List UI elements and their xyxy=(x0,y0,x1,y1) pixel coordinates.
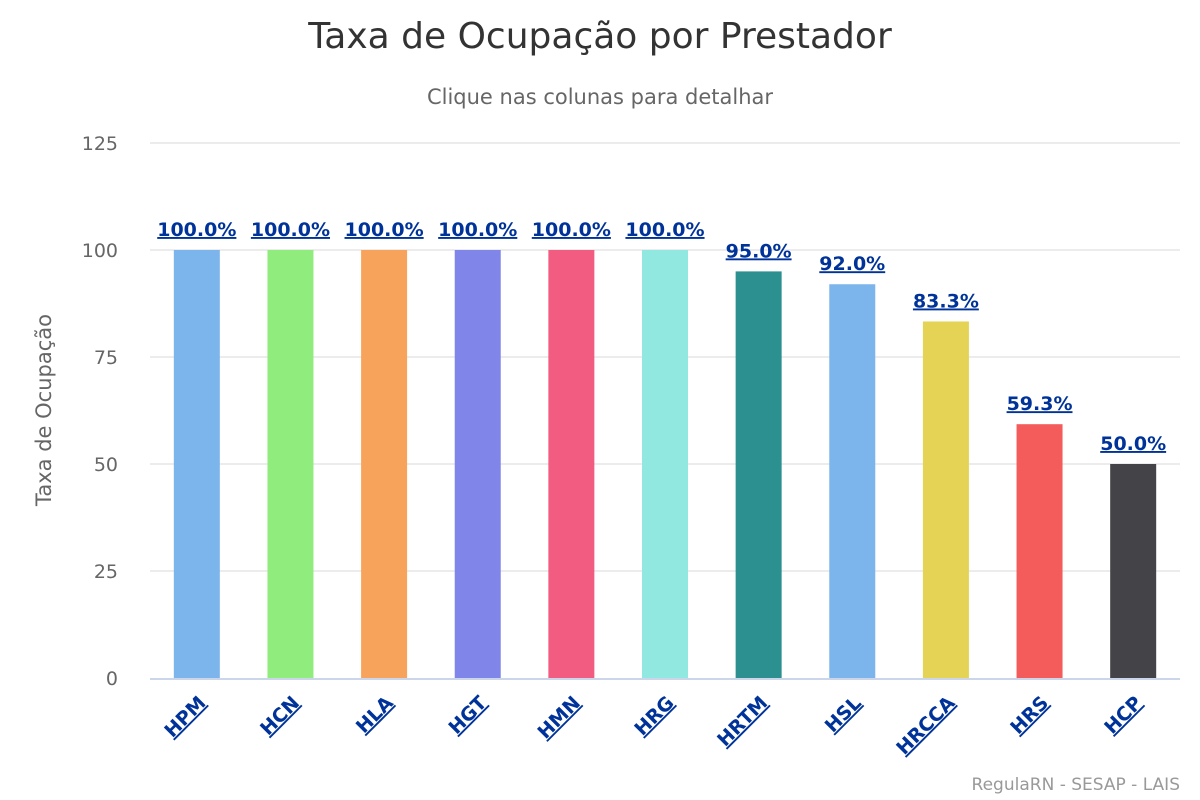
x-tick-label[interactable]: HPM xyxy=(160,692,210,742)
y-tick-label: 75 xyxy=(94,347,118,369)
chart-title: Taxa de Ocupação por Prestador xyxy=(307,16,892,57)
y-tick-label: 50 xyxy=(94,454,118,476)
x-tick-label[interactable]: HSL xyxy=(821,692,866,737)
bar-hmn[interactable] xyxy=(548,250,595,678)
chart-subtitle: Clique nas colunas para detalhar xyxy=(427,85,773,109)
bar-hpm[interactable] xyxy=(173,250,220,678)
bar-hcp[interactable] xyxy=(1110,464,1157,678)
data-label[interactable]: 100.0% xyxy=(625,219,704,241)
bar-hrtm[interactable] xyxy=(735,271,782,678)
x-tick-label[interactable]: HLA xyxy=(352,692,398,738)
x-tick-label[interactable]: HRCCA xyxy=(892,692,959,759)
y-axis-title: Taxa de Ocupação xyxy=(32,314,56,507)
y-tick-label: 100 xyxy=(82,240,118,262)
x-tick-label[interactable]: HCP xyxy=(1100,692,1147,739)
x-tick-label[interactable]: HRS xyxy=(1006,692,1053,739)
data-label[interactable]: 100.0% xyxy=(532,219,611,241)
x-axis-ticks: HPM HCN HLA HGT HMN HRG HRTM HSL HRCCA HRS HCP xyxy=(160,692,1146,759)
y-tick-label: 0 xyxy=(106,668,118,690)
credits[interactable]: RegulaRN - SESAP - LAIS xyxy=(972,775,1180,795)
bar-hcn[interactable] xyxy=(267,250,314,678)
data-label[interactable]: 83.3% xyxy=(913,290,979,312)
x-tick-label[interactable]: HMN xyxy=(533,692,584,743)
bar-hrg[interactable] xyxy=(642,250,688,678)
y-axis-ticks: 0 25 50 75 100 125 xyxy=(82,133,118,690)
x-tick-label[interactable]: HRG xyxy=(630,692,678,740)
data-label[interactable]: 59.3% xyxy=(1007,393,1073,415)
x-tick-label[interactable]: HRTM xyxy=(713,692,772,751)
y-tick-label: 25 xyxy=(94,561,118,583)
bars xyxy=(173,250,1157,678)
bar-hrcca[interactable] xyxy=(922,321,969,678)
bar-hla[interactable] xyxy=(361,250,408,678)
x-tick-label[interactable]: HCN xyxy=(256,692,304,740)
bar-hgt[interactable] xyxy=(454,250,501,678)
data-label[interactable]: 100.0% xyxy=(345,219,424,241)
x-tick-label[interactable]: HGT xyxy=(445,692,492,739)
bar-hsl[interactable] xyxy=(829,284,876,678)
bar-hrs[interactable] xyxy=(1016,424,1063,678)
data-label[interactable]: 100.0% xyxy=(251,219,330,241)
data-label[interactable]: 50.0% xyxy=(1100,433,1166,455)
data-label[interactable]: 100.0% xyxy=(438,219,517,241)
data-label[interactable]: 92.0% xyxy=(819,253,885,275)
data-labels: 100.0% 100.0% 100.0% 100.0% 100.0% 100.0% 95.0… xyxy=(157,219,1166,455)
data-label[interactable]: 100.0% xyxy=(157,219,236,241)
data-label[interactable]: 95.0% xyxy=(726,240,792,262)
y-tick-label: 125 xyxy=(82,133,118,155)
